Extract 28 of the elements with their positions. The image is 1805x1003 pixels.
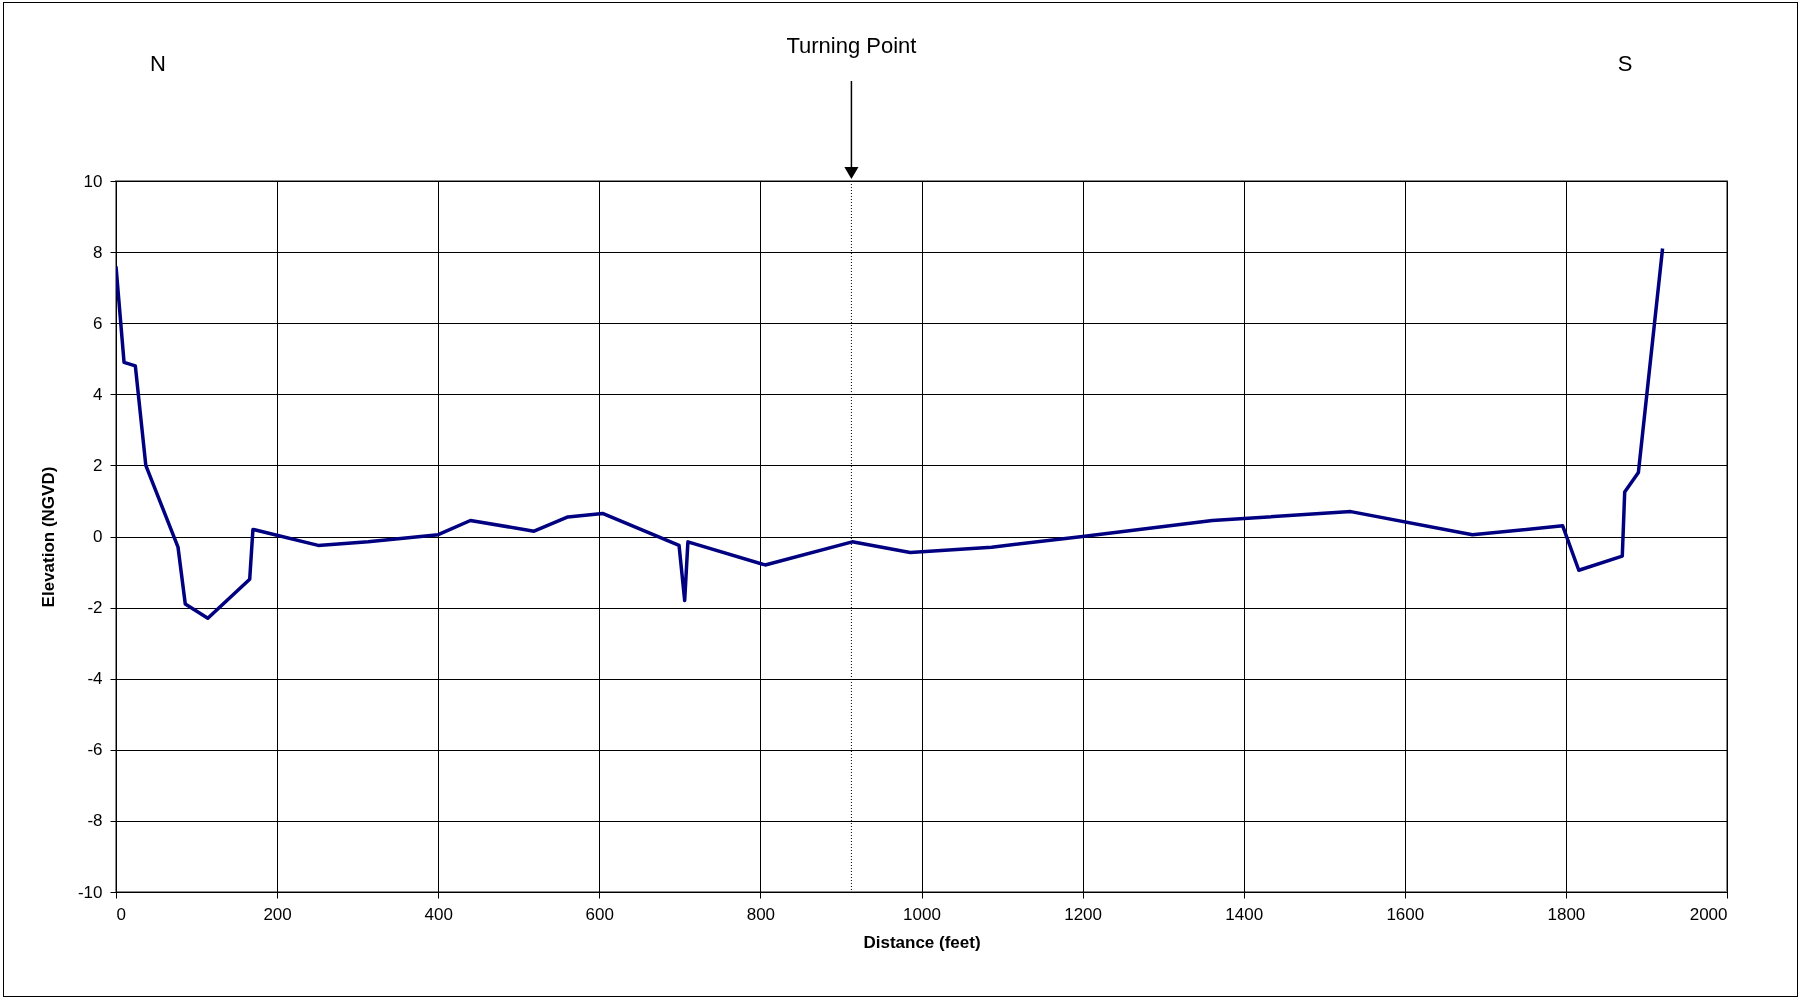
- y-tick-label: 8: [93, 242, 103, 262]
- y-tick-label: 4: [93, 384, 103, 404]
- ref-line-label: Turning Point: [786, 33, 917, 58]
- text: S: [1617, 51, 1633, 76]
- x-tick-label: 1000: [903, 904, 941, 924]
- x-tick-label: 800: [746, 904, 776, 924]
- line-series: [116, 246, 1665, 621]
- x-tick-label: 400: [424, 904, 453, 924]
- x-tick-label: 1400: [1225, 904, 1264, 924]
- y-axis-title: Elevation (NGVD): [38, 466, 58, 608]
- y-tick-label: -10: [77, 882, 103, 902]
- x-tick-label: 600: [585, 904, 614, 924]
- y-tick-label: 6: [93, 313, 103, 333]
- y-tick-label: 0: [93, 527, 103, 546]
- y-tick-label: 10: [83, 171, 103, 191]
- y-tick-label: 2: [93, 455, 103, 475]
- x-tick-label: 1800: [1547, 904, 1586, 924]
- x-tick-label: 0: [116, 904, 126, 924]
- y-tick-label: -4: [87, 669, 103, 689]
- y-tick-label: -2: [87, 598, 103, 618]
- text: N: [150, 51, 166, 76]
- y-tick-label: -8: [87, 811, 103, 831]
- x-tick-label: 200: [263, 904, 292, 924]
- x-axis-title: Distance (feet): [863, 932, 981, 952]
- x-tick-label: 1600: [1386, 904, 1425, 924]
- y-tick-label: -6: [87, 740, 103, 760]
- x-tick-label: 2000: [1689, 904, 1728, 924]
- x-tick-label: 1200: [1064, 904, 1103, 924]
